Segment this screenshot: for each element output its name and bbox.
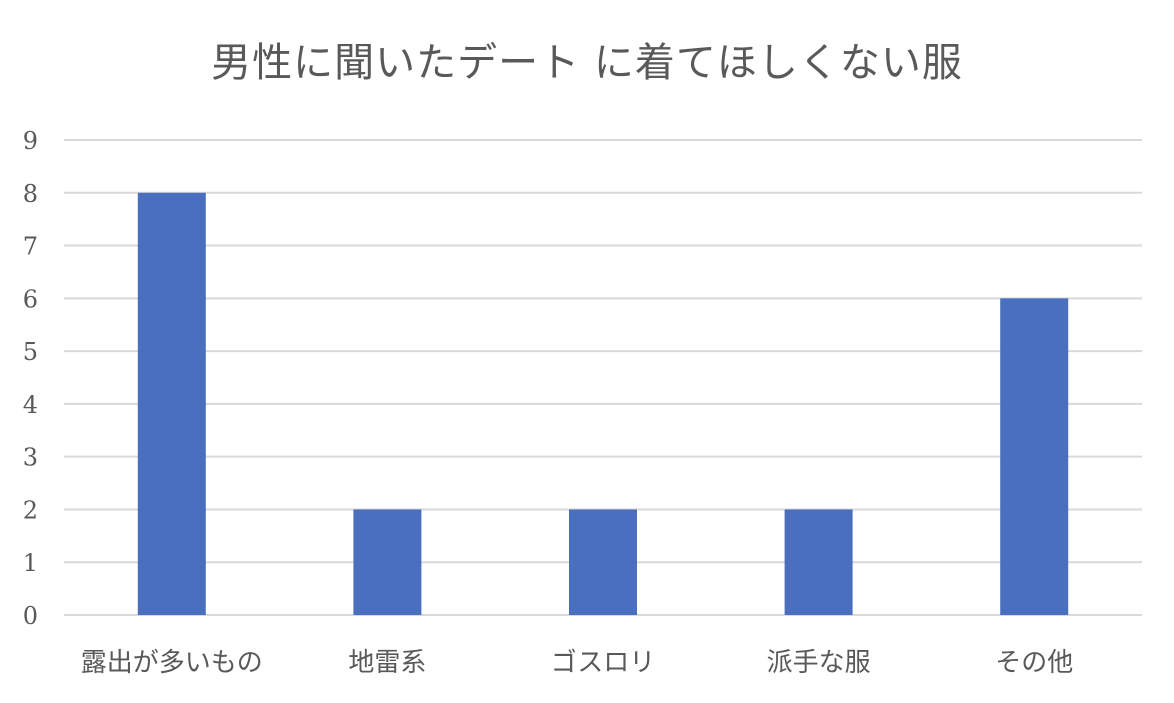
y-tick-label: 2 bbox=[23, 496, 38, 524]
chart-title: 男性に聞いたデート に着てほしくない服 bbox=[211, 40, 963, 86]
y-tick-label: 7 bbox=[23, 233, 38, 261]
y-axis-ticks: 0 1 2 3 4 5 6 7 8 9 bbox=[23, 127, 38, 630]
x-tick-label: その他 bbox=[995, 648, 1073, 678]
x-tick-label: 地雷系 bbox=[348, 648, 426, 678]
bar bbox=[569, 509, 637, 615]
x-axis-labels: 露出が多いもの 地雷系 ゴスロリ 派手な服 その他 bbox=[81, 648, 1073, 678]
y-tick-label: 5 bbox=[23, 338, 38, 366]
y-tick-label: 0 bbox=[23, 602, 38, 630]
x-tick-label: 露出が多いもの bbox=[81, 648, 263, 678]
bar bbox=[353, 509, 422, 615]
y-tick-label: 4 bbox=[23, 391, 38, 419]
bar bbox=[137, 192, 206, 615]
y-tick-label: 1 bbox=[23, 549, 38, 577]
y-tick-label: 8 bbox=[23, 180, 38, 208]
y-tick-label: 9 bbox=[23, 127, 38, 155]
y-tick-label: 3 bbox=[23, 444, 38, 472]
bar bbox=[1000, 298, 1069, 615]
y-tick-label: 6 bbox=[23, 285, 38, 313]
bars bbox=[137, 192, 1069, 615]
x-tick-label: 派手な服 bbox=[767, 648, 871, 678]
x-tick-label: ゴスロリ bbox=[551, 648, 656, 678]
bar bbox=[784, 509, 853, 615]
